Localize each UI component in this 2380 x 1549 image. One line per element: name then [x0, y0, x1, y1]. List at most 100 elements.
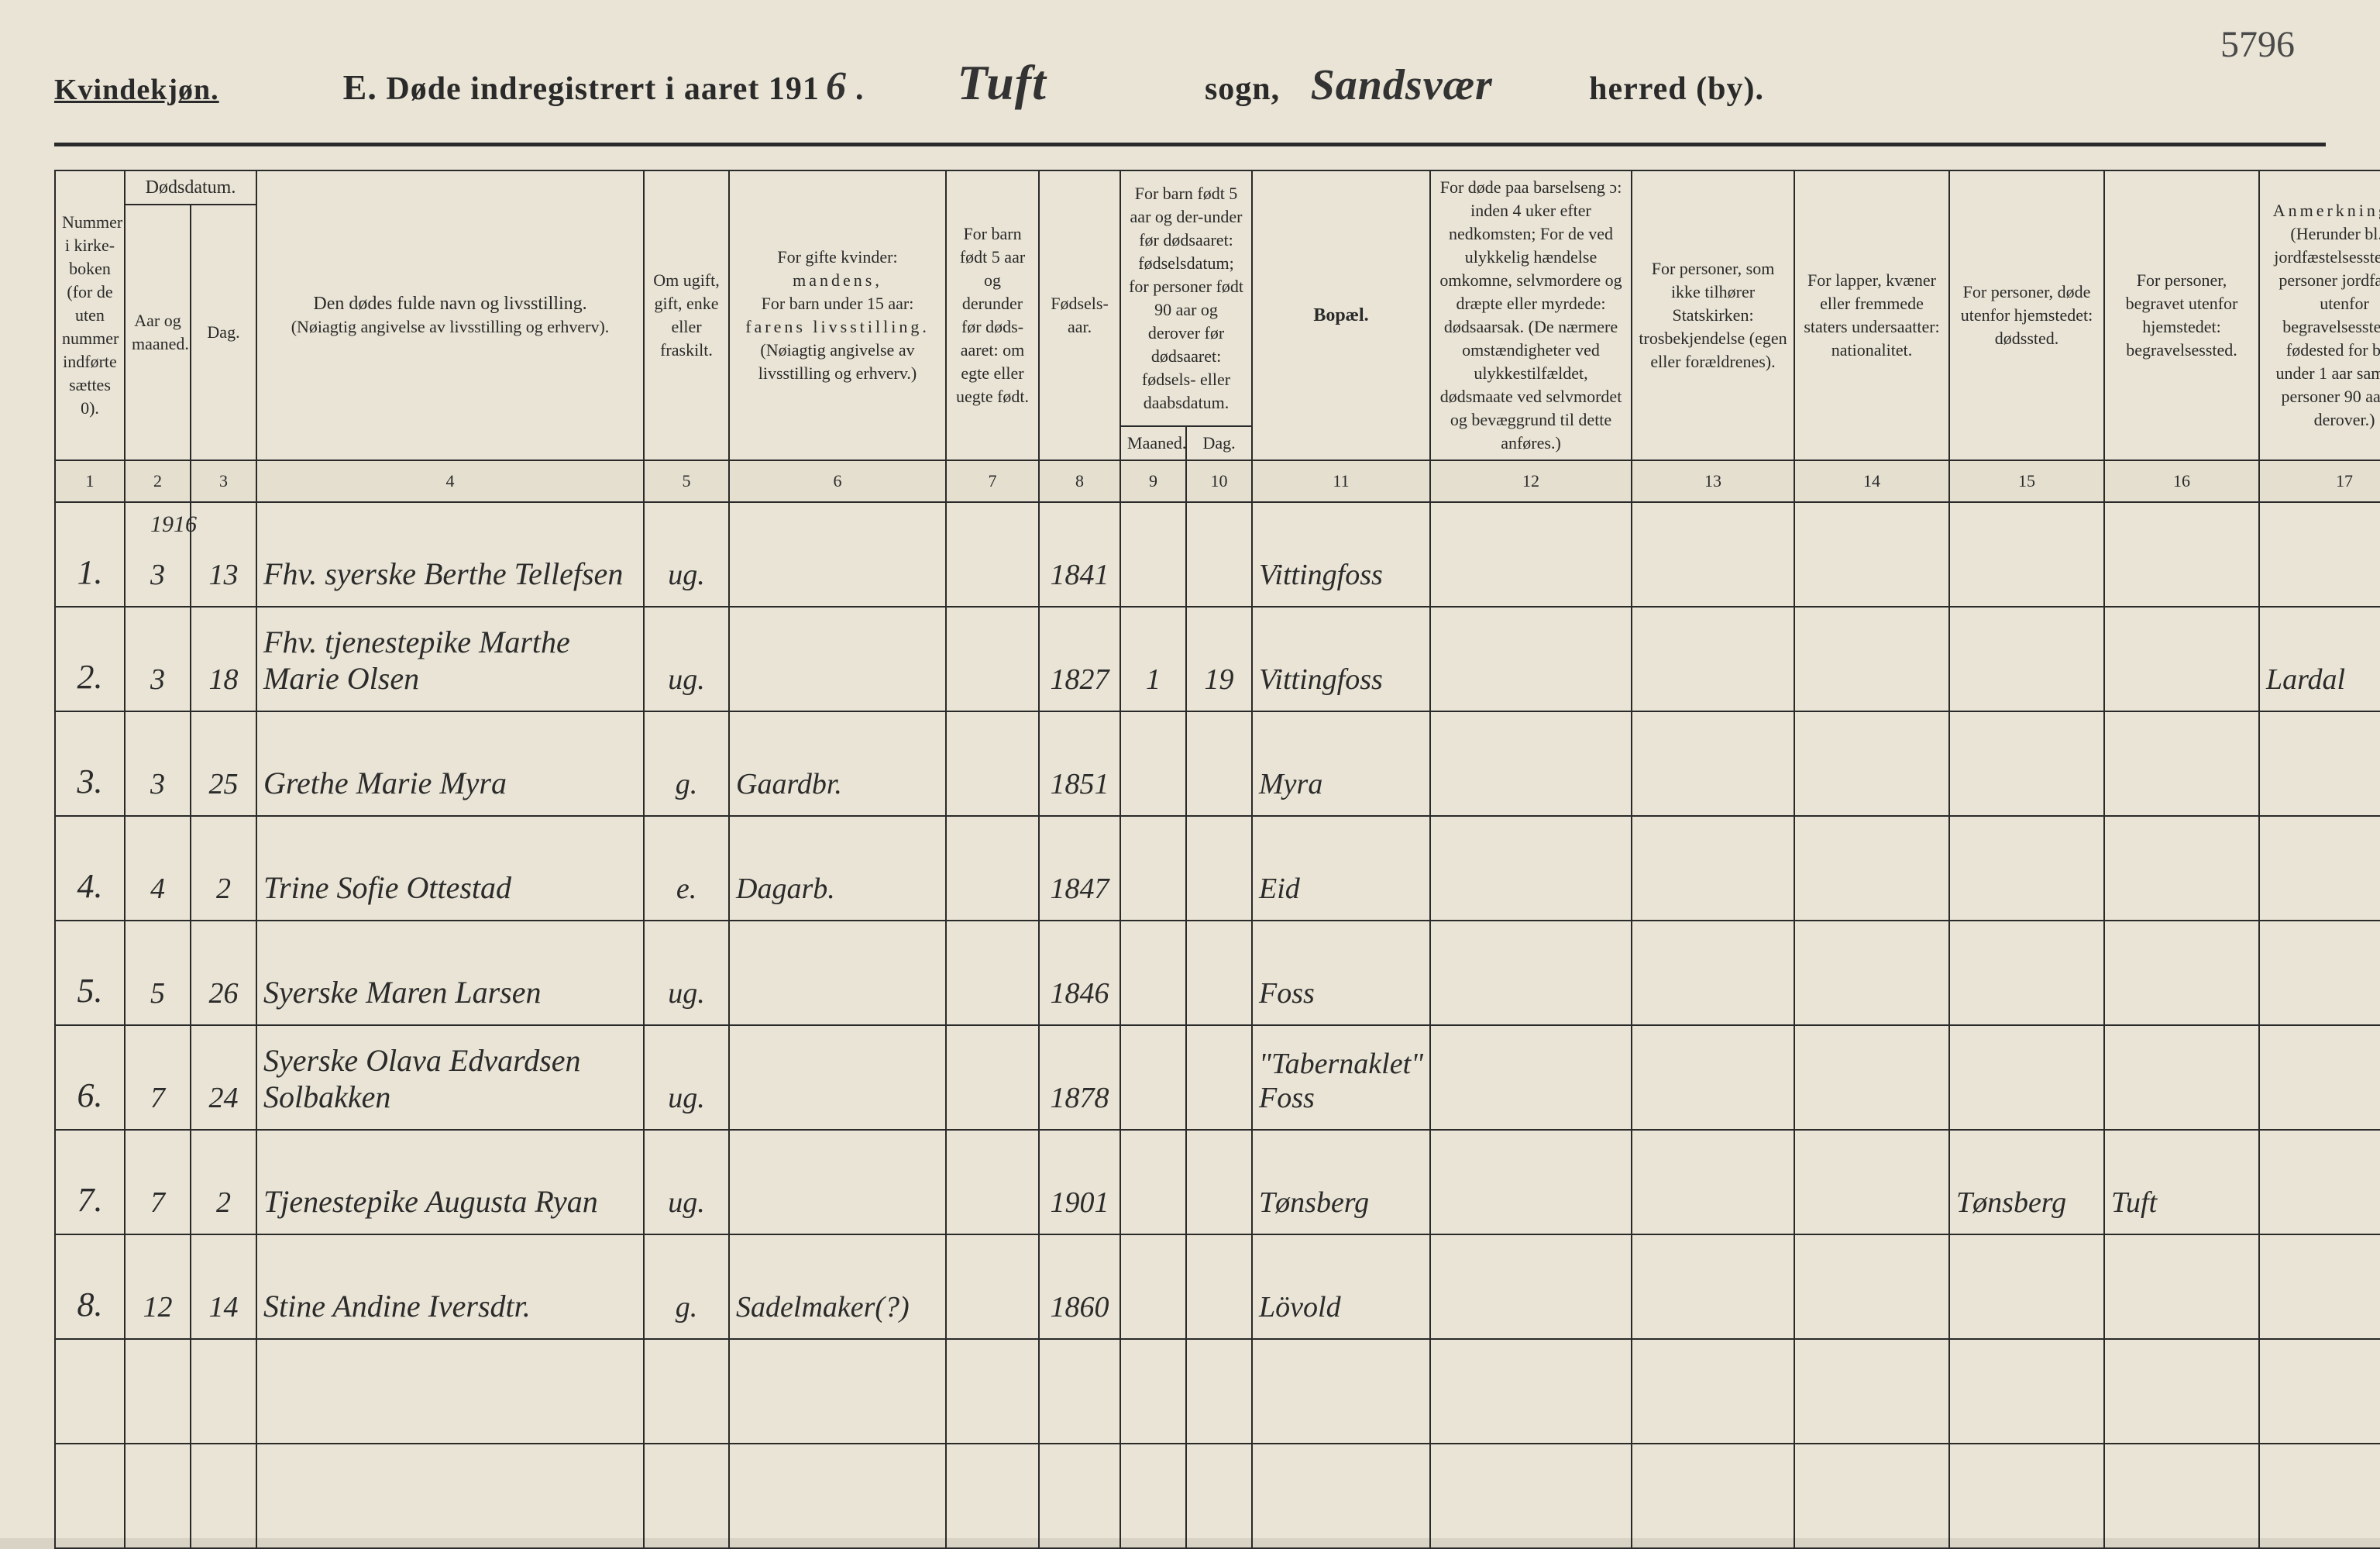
cell [1794, 1339, 1949, 1444]
c10-label: Dag. [1202, 433, 1235, 453]
cell: 26 [191, 921, 256, 1025]
cell [1430, 1025, 1632, 1130]
c6l2: mandens, [793, 270, 882, 290]
col-header: For gifte kvinder: mandens, For barn und… [729, 170, 946, 460]
cell [729, 921, 946, 1025]
cell [1120, 1130, 1186, 1234]
ledger-page: 5796 Kvindekjøn. E. Døde indregistrert i… [0, 0, 2380, 1538]
col-header: Nummer i kirke-boken (for de uten nummer… [55, 170, 125, 460]
period: . [855, 71, 865, 107]
cell: 1827 [1039, 607, 1120, 711]
page-number-handwritten: 5796 [2220, 23, 2295, 66]
c17t: Anmerkninger. [2273, 201, 2380, 220]
cell [1632, 1025, 1794, 1130]
table-row: 3.325Grethe Marie Myrag.Gaardbr.1851Myra [55, 711, 2380, 816]
cell: 7. [55, 1130, 125, 1234]
cell [729, 1025, 946, 1130]
col-header: Anmerkninger. (Herunder bl. a. jordfæste… [2259, 170, 2380, 460]
cell [1949, 502, 2104, 607]
cell [2259, 502, 2380, 607]
c910-label: For barn født 5 aar og der-under før død… [1129, 184, 1243, 412]
cell: Trine Sofie Ottestad [256, 816, 644, 921]
cell [1186, 502, 1252, 607]
c4l2: (Nøiagtig angivelse av livsstilling og e… [291, 317, 610, 336]
cell: 19 [1186, 607, 1252, 711]
col-header: For lapper, kvæner eller fremmede stater… [1794, 170, 1949, 460]
cell [1794, 1234, 1949, 1339]
cell [2259, 816, 2380, 921]
cell [55, 1339, 125, 1444]
colnum: 17 [2259, 460, 2380, 502]
cell: 13 [191, 502, 256, 607]
title-prefix: E. [343, 67, 377, 107]
cell [1186, 1025, 1252, 1130]
c13-label: For personer, som ikke tilhører Statskir… [1639, 259, 1787, 371]
cell: Fhv. tjenestepike Marthe Marie Olsen [256, 607, 644, 711]
cell [1794, 816, 1949, 921]
col-header: Dag. [1186, 426, 1252, 460]
cell: 1847 [1039, 816, 1120, 921]
cell [644, 1339, 729, 1444]
col-header: For barn født 5 aar og der-under før død… [1120, 170, 1252, 426]
colnum: 6 [729, 460, 946, 502]
column-number-row: 1 2 3 4 5 6 7 8 9 10 11 12 13 14 15 16 1… [55, 460, 2380, 502]
cell [1039, 1444, 1120, 1548]
cell: ug. [644, 921, 729, 1025]
year-over-annotation: 1916 [150, 511, 197, 538]
cell: Dagarb. [729, 816, 946, 921]
cell: 12 [125, 1234, 191, 1339]
cell [729, 1339, 946, 1444]
cell [2259, 1025, 2380, 1130]
table-row: 5.526Syerske Maren Larsenug.1846Foss [55, 921, 2380, 1025]
cell [1949, 921, 2104, 1025]
c9-label: Maaned. [1127, 433, 1186, 453]
cell [1186, 1130, 1252, 1234]
cell [1186, 816, 1252, 921]
cell: 3 [125, 607, 191, 711]
cell [946, 921, 1039, 1025]
colnum: 11 [1252, 460, 1430, 502]
cell: Fhv. syerske Berthe Tellefsen [256, 502, 644, 607]
cell: Gaardbr. [729, 711, 946, 816]
cell: 2 [191, 816, 256, 921]
cell: 1. [55, 502, 125, 607]
colnum: 15 [1949, 460, 2104, 502]
cell [1794, 502, 1949, 607]
cell [191, 1339, 256, 1444]
cell [1120, 816, 1186, 921]
colnum: 9 [1120, 460, 1186, 502]
cell: 1841 [1039, 502, 1120, 607]
cell [729, 1130, 946, 1234]
cell [1120, 1444, 1186, 1548]
ledger-table: Nummer i kirke-boken (for de uten nummer… [54, 170, 2380, 1549]
cell [1186, 1234, 1252, 1339]
cell [2104, 502, 2259, 607]
cell [1120, 921, 1186, 1025]
c8-label: Fødsels-aar. [1051, 294, 1109, 336]
table-row: 1.1916313Fhv. syerske Berthe Tellefsenug… [55, 502, 2380, 607]
c7-label: For barn født 5 aar og derunder før døds… [956, 224, 1029, 406]
cell [1430, 502, 1632, 607]
cell [1430, 607, 1632, 711]
cell [1120, 711, 1186, 816]
col-header: Aar og maaned. [125, 205, 191, 460]
table-row [55, 1339, 2380, 1444]
cell [2259, 921, 2380, 1025]
colnum: 8 [1039, 460, 1120, 502]
col-header: Den dødes fulde navn og livsstilling. (N… [256, 170, 644, 460]
cell [1252, 1444, 1430, 1548]
cell: Stine Andine Iversdtr. [256, 1234, 644, 1339]
cell [1430, 816, 1632, 921]
cell [946, 711, 1039, 816]
cell: 4. [55, 816, 125, 921]
cell [1794, 607, 1949, 711]
cell [1632, 1444, 1794, 1548]
col-header: For døde paa barselseng ɔ: inden 4 uker … [1430, 170, 1632, 460]
cell [1632, 711, 1794, 816]
cell [644, 1444, 729, 1548]
cell [2104, 1339, 2259, 1444]
cell [729, 607, 946, 711]
cell: ug. [644, 502, 729, 607]
district-label: herred (by). [1589, 71, 1764, 107]
cell [2104, 816, 2259, 921]
